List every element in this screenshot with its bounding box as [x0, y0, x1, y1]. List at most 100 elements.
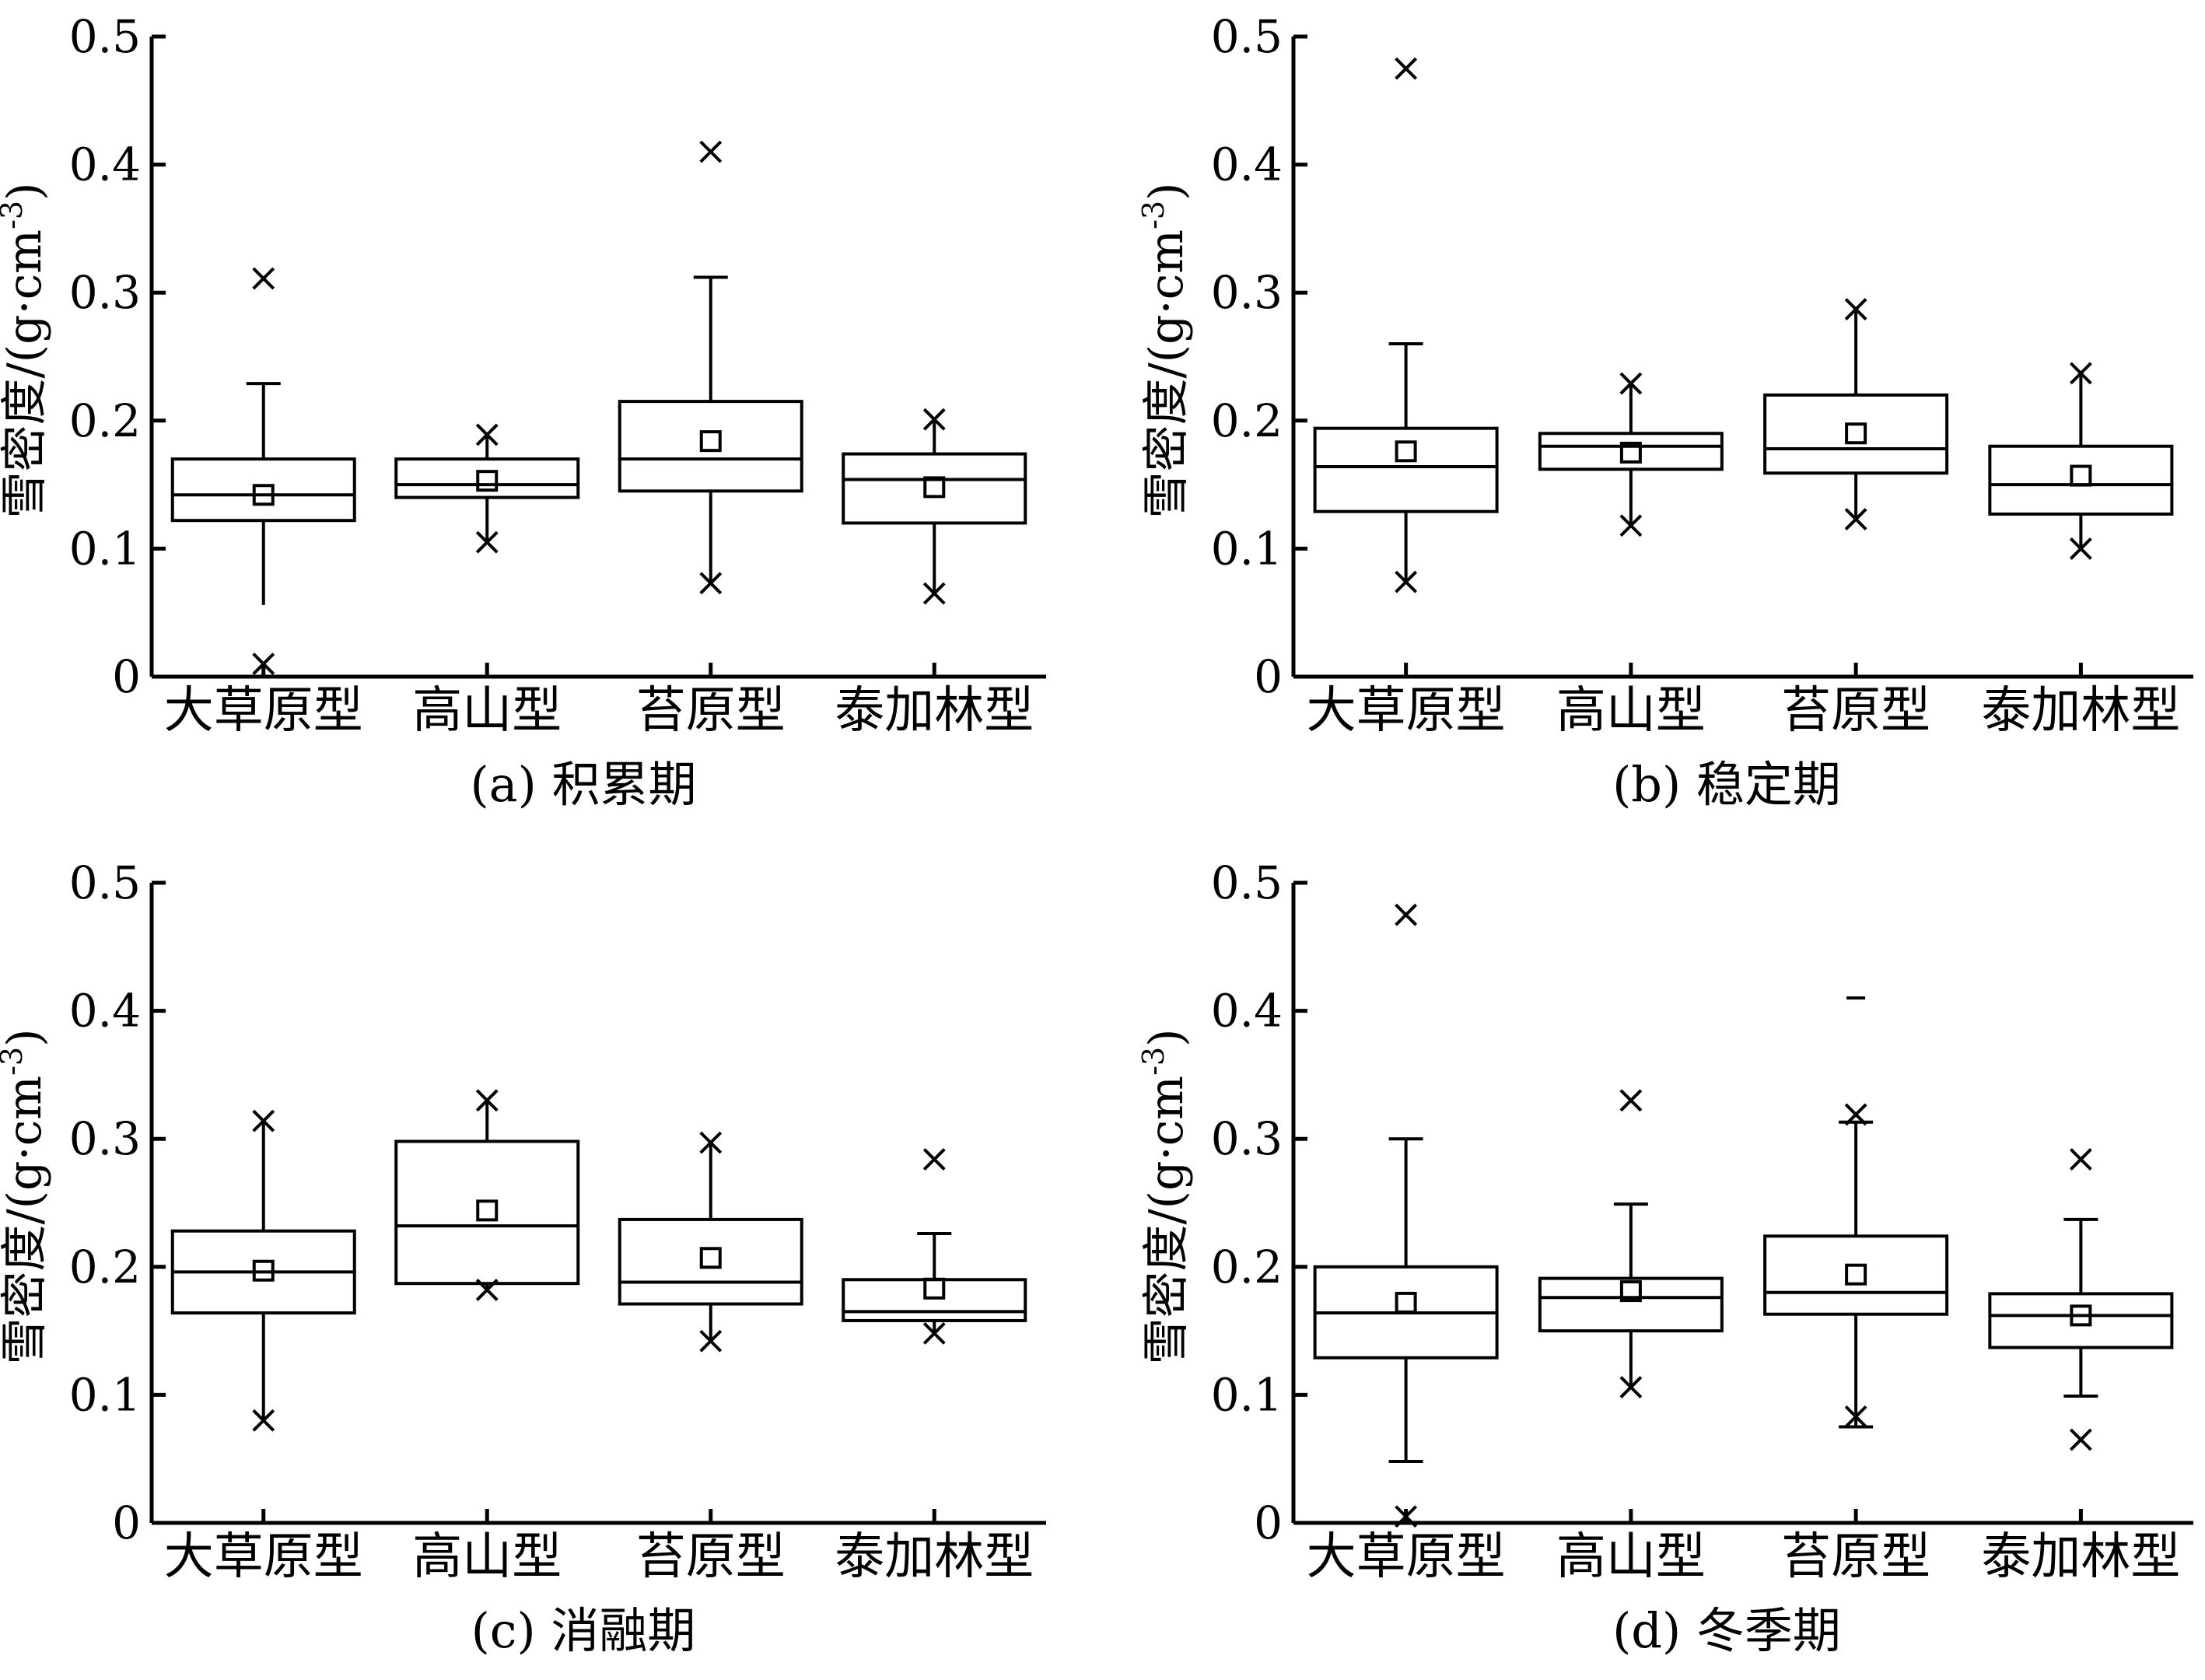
- chart-panel-2: 0 0.1 0.2 0.3 0.4 0.5 大草原型 高山型 苔原型 泰加林型 雪密度/(g·cm-…: [1136, 10, 2193, 813]
- outlier-marker: [475, 423, 499, 446]
- x-tick-label: 高山型: [412, 682, 562, 740]
- box-泰加林型: [1988, 1148, 2174, 1451]
- outlier-stroke: [252, 1109, 275, 1132]
- outlier-stroke: [475, 530, 499, 554]
- outlier-marker: [252, 1409, 275, 1432]
- y-axis-label: 雪密度/(g·cm-3): [1136, 1028, 1194, 1364]
- mean-marker: [2070, 464, 2092, 487]
- iqr-box: [394, 457, 580, 499]
- box-高山型: [394, 1089, 580, 1301]
- iqr-box: [170, 457, 356, 523]
- y-tick-label: 0: [112, 1496, 141, 1549]
- mean-marker: [252, 484, 275, 506]
- mean-marker: [923, 476, 946, 499]
- outlier-stroke: [2069, 362, 2092, 385]
- outlier-marker: [475, 1279, 499, 1301]
- outlier-stroke: [475, 1089, 499, 1112]
- y-tick-label: 0.4: [1211, 138, 1283, 191]
- x-tick-label: 泰加林型: [835, 1528, 1034, 1586]
- outlier-marker: [1844, 508, 1867, 530]
- outlier-marker: [1619, 372, 1643, 395]
- x-tick-label: 高山型: [412, 1528, 562, 1586]
- x-tick-label: 苔原型: [1781, 682, 1930, 740]
- outlier-marker: [1844, 298, 1867, 321]
- outlier-marker: [2069, 1428, 2092, 1451]
- box-大草原型: [170, 267, 356, 675]
- mean-marker: [2070, 1304, 2092, 1327]
- outlier-stroke: [475, 1279, 499, 1301]
- x-tick-label: 大草原型: [164, 682, 363, 740]
- outlier-marker: [252, 653, 275, 675]
- outlier-stroke: [699, 1131, 723, 1154]
- iqr-box: [1763, 1234, 1949, 1316]
- mean-marker: [1395, 440, 1417, 463]
- y-tick-label: 0.2: [69, 394, 141, 447]
- iqr-box: [1313, 426, 1499, 513]
- outlier-stroke: [1619, 1089, 1643, 1112]
- outlier-stroke: [1395, 1505, 1418, 1528]
- box-苔原型: [618, 140, 803, 595]
- box-大草原型: [1313, 57, 1499, 593]
- outlier-stroke: [699, 140, 723, 163]
- y-tick-label: 0.5: [1211, 856, 1283, 909]
- panel-caption: (d) 冬季期: [1612, 1602, 1841, 1659]
- outlier-stroke: [1619, 1376, 1643, 1398]
- outlier-stroke: [1395, 57, 1418, 80]
- iqr-box: [1538, 1276, 1724, 1333]
- panel-caption: (b) 稳定期: [1612, 756, 1841, 813]
- y-tick-label: 0.2: [69, 1241, 141, 1293]
- mean-marker: [923, 1277, 946, 1300]
- outlier-stroke: [252, 267, 275, 290]
- outlier-stroke: [1844, 1103, 1867, 1126]
- y-tick-label: 0: [1254, 650, 1283, 703]
- x-tick-label: 大草原型: [1307, 682, 1506, 740]
- outlier-stroke: [922, 1321, 946, 1345]
- box-大草原型: [170, 1109, 356, 1432]
- outlier-marker: [1619, 1089, 1643, 1112]
- box-苔原型: [1763, 996, 1949, 1429]
- outlier-marker: [699, 1329, 723, 1353]
- outlier-marker: [699, 140, 723, 163]
- x-tick-label: 高山型: [1556, 682, 1706, 740]
- mean-marker: [699, 1247, 722, 1269]
- outlier-stroke: [252, 1409, 275, 1432]
- mean-marker: [1845, 422, 1867, 445]
- y-tick-label: 0.1: [1211, 522, 1283, 575]
- y-tick-label: 0.5: [69, 856, 141, 909]
- y-axis-label: 雪密度/(g·cm-3): [1136, 182, 1194, 518]
- x-tick-label: 高山型: [1556, 1528, 1706, 1586]
- outlier-stroke: [1844, 298, 1867, 321]
- outlier-marker: [475, 1089, 499, 1112]
- outlier-stroke: [1619, 514, 1643, 537]
- outlier-stroke: [1619, 372, 1643, 395]
- y-tick-label: 0.1: [69, 522, 141, 575]
- outlier-marker: [475, 530, 499, 554]
- outlier-stroke: [2069, 537, 2092, 560]
- mean-marker: [476, 470, 499, 492]
- x-tick-label: 泰加林型: [835, 682, 1034, 740]
- outlier-marker: [1844, 1405, 1867, 1428]
- outlier-stroke: [1395, 903, 1418, 926]
- mean-marker: [1395, 1291, 1417, 1314]
- outlier-marker: [1619, 514, 1643, 537]
- y-tick-label: 0: [1254, 1496, 1283, 1549]
- x-tick-label: 大草原型: [164, 1528, 363, 1586]
- iqr-box: [618, 1217, 803, 1306]
- x-tick-label: 泰加林型: [1981, 1528, 2180, 1586]
- outlier-marker: [2069, 537, 2092, 560]
- outlier-marker: [922, 1321, 946, 1345]
- outlier-marker: [1395, 57, 1418, 80]
- box-大草原型: [1313, 903, 1499, 1528]
- outlier-marker: [1619, 1376, 1643, 1398]
- outlier-stroke: [475, 423, 499, 446]
- box-苔原型: [1763, 298, 1949, 530]
- outlier-stroke: [922, 1148, 946, 1171]
- outlier-stroke: [252, 653, 275, 675]
- mean-marker: [476, 1199, 499, 1222]
- y-tick-label: 0.4: [1211, 985, 1283, 1038]
- mean-marker: [252, 1259, 275, 1282]
- box-泰加林型: [842, 1148, 1027, 1345]
- outlier-stroke: [922, 408, 946, 431]
